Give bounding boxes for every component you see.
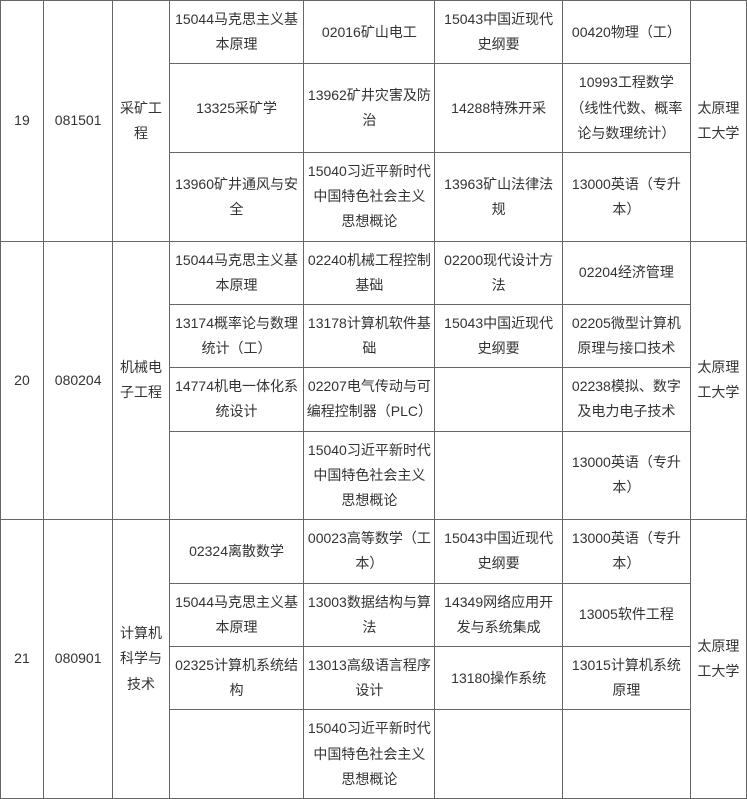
course-b: 02240机械工程控制基础 <box>304 241 435 304</box>
course-c: 02200现代设计方法 <box>435 241 563 304</box>
course-d: 13005软件工程 <box>563 583 691 646</box>
course-a: 02324离散数学 <box>169 520 304 583</box>
course-d: 10993工程数学（线性代数、概率论与数理统计） <box>563 64 691 153</box>
school-cell: 太原理工大学 <box>690 1 746 242</box>
course-a: 15044马克思主义基本原理 <box>169 241 304 304</box>
course-b: 13003数据结构与算法 <box>304 583 435 646</box>
course-c: 14288特殊开采 <box>435 64 563 153</box>
course-c: 13180操作系统 <box>435 646 563 709</box>
course-a: 02325计算机系统结构 <box>169 646 304 709</box>
course-a: 15044马克思主义基本原理 <box>169 1 304 64</box>
course-b: 02016矿山电工 <box>304 1 435 64</box>
table-row: 19081501采矿工程15044马克思主义基本原理02016矿山电工15043… <box>1 1 747 64</box>
code-cell: 080204 <box>43 241 112 520</box>
course-d: 02204经济管理 <box>563 241 691 304</box>
course-b: 00023高等数学（工本） <box>304 520 435 583</box>
course-c <box>435 368 563 431</box>
course-d <box>563 710 691 799</box>
course-a: 14774机电一体化系统设计 <box>169 368 304 431</box>
school-cell: 太原理工大学 <box>690 241 746 520</box>
major-cell: 机械电子工程 <box>113 241 169 520</box>
course-c: 13963矿山法律法规 <box>435 152 563 241</box>
course-c: 15043中国近现代史纲要 <box>435 1 563 64</box>
course-a: 13325采矿学 <box>169 64 304 153</box>
code-cell: 080901 <box>43 520 112 799</box>
course-c: 15043中国近现代史纲要 <box>435 520 563 583</box>
seq-cell: 21 <box>1 520 44 799</box>
course-a <box>169 710 304 799</box>
course-b: 13013高级语言程序设计 <box>304 646 435 709</box>
course-b: 15040习近平新时代中国特色社会主义思想概论 <box>304 710 435 799</box>
course-a: 13960矿井通风与安全 <box>169 152 304 241</box>
course-c: 14349网络应用开发与系统集成 <box>435 583 563 646</box>
course-d: 13015计算机系统原理 <box>563 646 691 709</box>
major-cell: 计算机科学与技术 <box>113 520 169 799</box>
course-c <box>435 431 563 520</box>
course-b: 15040习近平新时代中国特色社会主义思想概论 <box>304 431 435 520</box>
course-b: 02207电气传动与可编程控制器（PLC） <box>304 368 435 431</box>
course-d: 02238模拟、数字及电力电子技术 <box>563 368 691 431</box>
major-cell: 采矿工程 <box>113 1 169 242</box>
seq-cell: 19 <box>1 1 44 242</box>
course-d: 13000英语（专升本） <box>563 152 691 241</box>
course-c <box>435 710 563 799</box>
table-row: 20080204机械电子工程15044马克思主义基本原理02240机械工程控制基… <box>1 241 747 304</box>
seq-cell: 20 <box>1 241 44 520</box>
code-cell: 081501 <box>43 1 112 242</box>
course-c: 15043中国近现代史纲要 <box>435 304 563 367</box>
course-b: 15040习近平新时代中国特色社会主义思想概论 <box>304 152 435 241</box>
course-d: 02205微型计算机原理与接口技术 <box>563 304 691 367</box>
course-a: 15044马克思主义基本原理 <box>169 583 304 646</box>
course-a <box>169 431 304 520</box>
course-b: 13962矿井灾害及防治 <box>304 64 435 153</box>
course-d: 13000英语（专升本） <box>563 520 691 583</box>
course-a: 13174概率论与数理统计（工） <box>169 304 304 367</box>
school-cell: 太原理工大学 <box>690 520 746 799</box>
course-d: 13000英语（专升本） <box>563 431 691 520</box>
course-b: 13178计算机软件基础 <box>304 304 435 367</box>
course-table: 19081501采矿工程15044马克思主义基本原理02016矿山电工15043… <box>0 0 747 799</box>
table-row: 21080901计算机科学与技术02324离散数学00023高等数学（工本）15… <box>1 520 747 583</box>
course-d: 00420物理（工） <box>563 1 691 64</box>
